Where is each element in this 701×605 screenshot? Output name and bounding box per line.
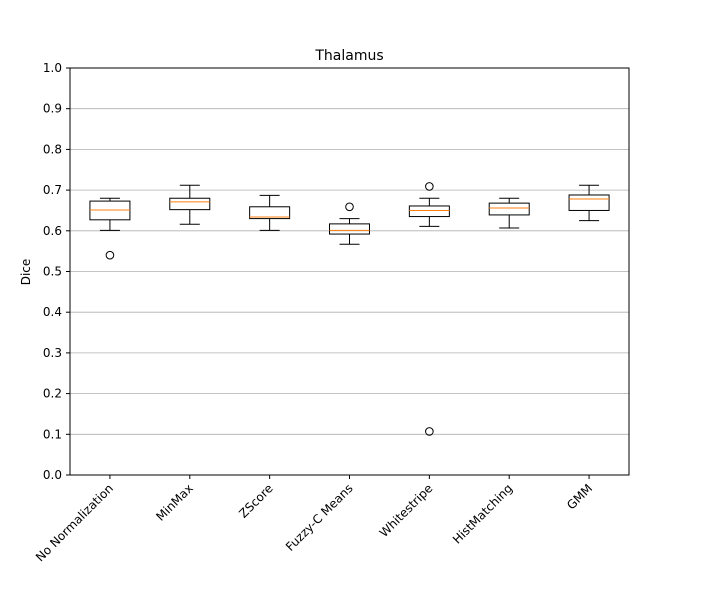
y-tick-label: 0.3: [43, 346, 62, 360]
box-group: [249, 194, 291, 231]
y-tick-label: 0.5: [43, 265, 62, 279]
y-tick-label: 0.1: [43, 427, 62, 441]
box-group: [169, 184, 211, 225]
box-iqr: [329, 223, 370, 235]
y-tick-label: 1.0: [43, 61, 62, 75]
x-tick-label: MinMax: [153, 481, 196, 524]
grid-lines: [70, 108, 629, 435]
x-tick-label: HistMatching: [450, 481, 515, 546]
outlier-point: [345, 202, 354, 212]
x-tick-label: GMM: [564, 481, 595, 512]
box-group: [568, 184, 610, 222]
x-axis-ticks: No Normalization MinMax ZScore Fuzzy-C Mean…: [33, 475, 595, 564]
y-tick-label: 0.8: [43, 142, 62, 156]
box-iqr: [249, 206, 291, 220]
box-iqr: [169, 197, 211, 211]
x-tick-label: ZScore: [236, 481, 275, 520]
box-iqr: [488, 202, 530, 216]
y-tick-label: 0.2: [43, 387, 62, 401]
y-axis-label: Dice: [19, 259, 33, 286]
box-group: [89, 197, 131, 260]
y-tick-label: 0.6: [43, 224, 62, 238]
box-iqr: [408, 205, 450, 218]
x-tick-label: Fuzzy-C Means: [283, 481, 356, 554]
outlier-point: [425, 427, 434, 436]
y-tick-label: 0.7: [43, 183, 62, 197]
y-tick-label: 0.0: [43, 468, 62, 482]
y-tick-label: 0.9: [43, 102, 62, 116]
chart-title: Thalamus: [314, 48, 383, 64]
outlier-point: [105, 250, 115, 260]
y-tick-label: 0.4: [43, 305, 62, 319]
y-axis-ticks: 0.0 0.1 0.2 0.3 0.4 0.5 0.6 0.7 0.8 0.9 1.0: [43, 61, 70, 482]
box-iqr: [568, 194, 610, 211]
x-tick-label: Whitestripe: [377, 481, 436, 540]
boxes: [89, 182, 610, 436]
outlier-point: [425, 182, 434, 191]
box-group: [329, 202, 370, 245]
box-group: [488, 197, 530, 229]
x-tick-label: No Normalization: [33, 481, 116, 564]
box-group: [408, 182, 450, 436]
